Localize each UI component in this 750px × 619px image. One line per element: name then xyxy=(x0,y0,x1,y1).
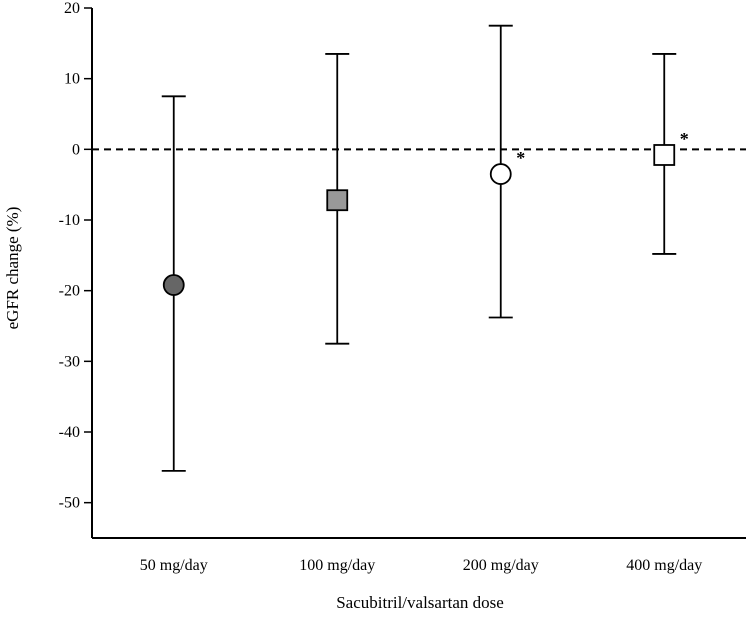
y-tick-label: 20 xyxy=(64,0,80,17)
mean-marker-square xyxy=(326,189,349,212)
x-tick-label: 50 mg/day xyxy=(140,557,208,574)
y-tick-label: -50 xyxy=(59,495,80,512)
y-tick-label: -30 xyxy=(59,353,80,370)
y-tick-label: -40 xyxy=(59,424,80,441)
data-layer: ** xyxy=(161,24,689,472)
y-tick-label: 0 xyxy=(72,141,80,158)
significance-asterisk: * xyxy=(680,129,689,149)
mean-marker-square xyxy=(653,144,676,166)
y-tick-label: -10 xyxy=(59,212,80,229)
x-axis-title: Sacubitril/valsartan dose xyxy=(336,593,504,612)
x-tick-label: 400 mg/day xyxy=(626,557,702,574)
mean-marker-circle xyxy=(489,163,512,185)
axes: 20 10 0 -10 -20 -30 -40 -50 50 mg/day 100 mg/day 2… xyxy=(59,0,746,574)
x-tick-label: 100 mg/day xyxy=(299,557,375,574)
y-axis-title: eGFR change (%) xyxy=(3,207,22,330)
y-tick-label: 10 xyxy=(64,71,80,88)
significance-asterisk: * xyxy=(516,148,525,168)
x-tick-label: 200 mg/day xyxy=(463,557,539,574)
y-tick-label: -20 xyxy=(59,283,80,300)
mean-marker-circle xyxy=(162,274,185,296)
